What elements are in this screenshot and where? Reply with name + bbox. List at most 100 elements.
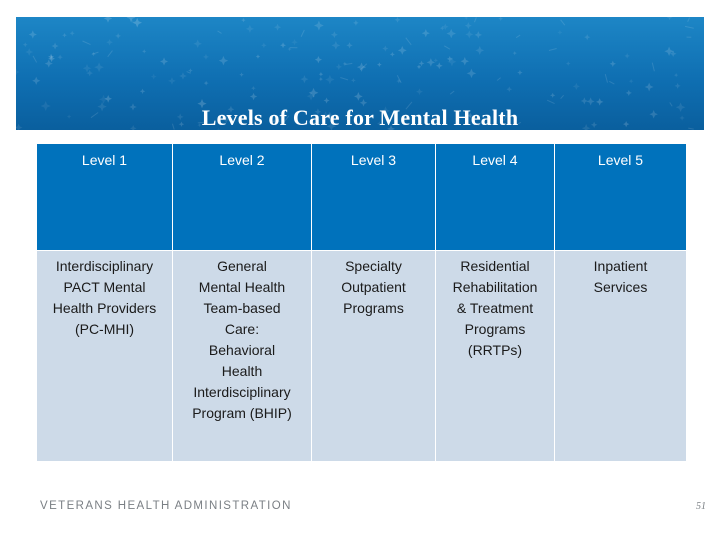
banner-star-mark — [82, 63, 92, 73]
cell-line: Outpatient — [341, 279, 406, 295]
banner-dash-mark — [171, 123, 175, 130]
banner-star-mark — [416, 64, 422, 70]
banner-star-mark — [580, 97, 588, 105]
banner-star-mark — [261, 42, 267, 49]
banner-star-mark — [280, 42, 286, 49]
header-level-2: Level 2 — [172, 143, 312, 251]
banner-star-mark — [150, 73, 157, 80]
banner-star-mark — [86, 69, 93, 77]
banner-pattern — [16, 17, 694, 130]
banner-star-mark — [335, 63, 342, 70]
banner-star-mark — [193, 39, 202, 48]
banner-star-mark — [446, 28, 456, 39]
cell-line: Care: — [224, 321, 260, 337]
banner-star-mark — [129, 103, 137, 111]
cell-level-4: Residential Rehabilitation & Treatment P… — [435, 250, 555, 462]
banner-star-mark — [16, 123, 23, 130]
banner-star-mark — [255, 54, 261, 59]
banner-star-mark — [139, 88, 146, 95]
banner-star-mark — [104, 95, 112, 103]
banner-dash-mark — [345, 62, 353, 66]
banner-star-mark — [387, 124, 395, 130]
table-header-row: Level 1 Level 2 Level 3 Level 4 Level 5 — [36, 143, 687, 251]
banner-star-mark — [435, 62, 443, 70]
cell-line: & Treatment — [456, 300, 534, 316]
banner-star-mark — [506, 86, 513, 93]
banner-star-mark — [188, 68, 193, 73]
banner-star-mark — [318, 71, 324, 77]
banner-star-mark — [251, 85, 256, 91]
banner-star-mark — [48, 55, 55, 63]
banner-star-mark — [48, 53, 55, 60]
banner-star-mark — [584, 34, 591, 41]
banner-star-mark — [203, 80, 209, 86]
banner-star-mark — [126, 17, 136, 22]
banner-star-mark — [460, 56, 470, 66]
banner-star-mark — [354, 92, 363, 101]
cell-line: Programs — [464, 321, 526, 337]
banner-star-mark — [314, 56, 323, 64]
banner-star-mark — [446, 55, 453, 62]
banner-star-mark — [287, 47, 292, 52]
banner-star-mark — [572, 82, 580, 91]
title-banner: Levels of Care for Mental Health — [16, 17, 704, 130]
banner-star-mark — [356, 62, 367, 72]
banner-star-mark — [179, 72, 187, 80]
banner-star-mark — [271, 116, 281, 126]
banner-dash-mark — [300, 29, 305, 37]
banner-star-mark — [628, 78, 634, 84]
banner-star-mark — [674, 73, 679, 78]
banner-dash-mark — [217, 30, 222, 34]
banner-star-mark — [306, 91, 316, 101]
banner-star-mark — [426, 58, 436, 67]
banner-star-mark — [433, 58, 439, 63]
cell-line: Behavioral — [208, 342, 276, 358]
cell-line: Mental Health — [198, 279, 286, 295]
banner-star-mark — [222, 115, 230, 124]
banner-star-mark — [669, 50, 677, 58]
banner-star-mark — [623, 120, 630, 128]
banner-star-mark — [115, 33, 121, 39]
banner-star-mark — [466, 68, 477, 79]
banner-star-mark — [465, 30, 474, 39]
banner-star-mark — [649, 109, 658, 119]
banner-star-mark — [330, 31, 338, 39]
cell-line: Residential — [460, 258, 530, 274]
banner-star-mark — [550, 92, 556, 98]
banner-star-mark — [464, 17, 469, 20]
banner-star-mark — [97, 101, 107, 112]
banner-dash-mark — [687, 17, 691, 22]
banner-dash-mark — [449, 90, 455, 95]
banner-star-mark — [590, 121, 598, 129]
banner-dash-mark — [311, 120, 316, 125]
banner-dash-mark — [340, 77, 349, 81]
banner-dash-mark — [515, 34, 521, 39]
banner-star-mark — [397, 45, 407, 55]
banner-star-mark — [346, 42, 353, 49]
banner-star-mark — [132, 17, 143, 28]
banner-star-mark — [51, 42, 59, 50]
banner-star-mark — [359, 98, 368, 107]
banner-star-mark — [353, 20, 359, 26]
cell-line: (RRTPs) — [467, 342, 523, 358]
banner-dash-mark — [90, 112, 99, 119]
banner-star-mark — [325, 74, 335, 85]
cell-line: Interdisciplinary — [55, 258, 154, 274]
banner-dash-mark — [604, 73, 608, 83]
banner-star-mark — [314, 108, 322, 116]
banner-dash-mark — [609, 80, 615, 85]
banner-star-mark — [442, 23, 449, 30]
cell-level-2: General Mental Health Team-based Care: B… — [172, 250, 312, 462]
banner-dash-mark — [548, 48, 557, 52]
banner-dash-mark — [32, 55, 38, 63]
banner-star-mark — [318, 77, 323, 82]
banner-dash-mark — [468, 115, 474, 119]
cell-line: (PC-MHI) — [74, 321, 135, 337]
banner-star-mark — [326, 121, 337, 130]
banner-star-mark — [517, 69, 523, 76]
banner-dash-mark — [477, 121, 483, 126]
banner-dash-mark — [197, 121, 206, 124]
banner-star-mark — [666, 17, 673, 21]
banner-star-mark — [66, 114, 72, 119]
banner-star-mark — [22, 42, 28, 48]
